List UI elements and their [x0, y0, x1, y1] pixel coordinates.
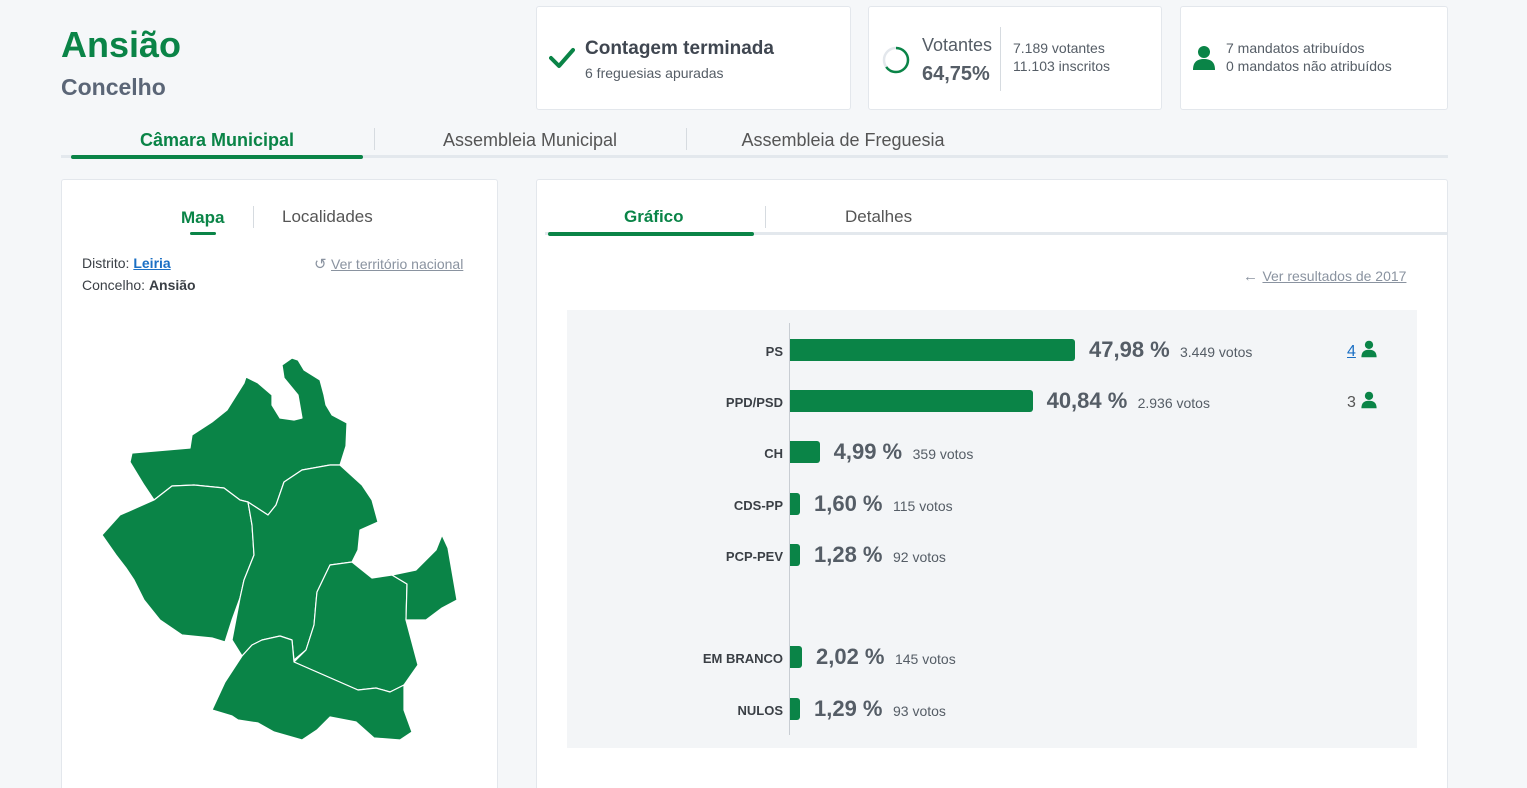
result-votes: 359 votos [912, 446, 974, 462]
national-territory-label: Ver território nacional [331, 256, 464, 272]
party-label: EM BRANCO [702, 651, 783, 666]
result-votes: 3.449 votos [1180, 344, 1253, 360]
active-tab-indicator [71, 155, 363, 159]
previous-results-link[interactable]: ← Ver resultados de 2017 [1243, 268, 1406, 286]
result-percent: 2,02 % [815, 644, 885, 669]
result-bar[interactable] [790, 646, 802, 668]
voters-card: Votantes 64,75% 7.189 votantes 11.103 in… [868, 6, 1162, 110]
voters-count: 7.189 votantes [1013, 40, 1105, 56]
party-label: CDS-PP [733, 498, 783, 513]
party-seats: 3 [1347, 391, 1377, 412]
map-panel: Mapa Localidades Distrito: Leiria Concel… [61, 179, 498, 788]
chart-tab-grafico[interactable]: Gráfico [624, 207, 684, 226]
chart-tab-detalhes[interactable]: Detalhes [845, 207, 913, 226]
map-tab-mapa[interactable]: Mapa [181, 208, 225, 227]
result-votes: 115 votos [893, 498, 953, 514]
result-percent: 4,99 % [833, 439, 903, 464]
party-label: PCP-PEV [725, 549, 783, 564]
result-bar[interactable] [790, 698, 800, 720]
registered-count: 11.103 inscritos [1013, 58, 1111, 74]
result-bar[interactable] [790, 390, 1033, 412]
party-label: PS [765, 344, 783, 359]
district-label: Distrito: [82, 255, 130, 271]
chart-tab-indicator [548, 232, 754, 236]
count-status-detail: 6 freguesias apuradas [585, 65, 724, 81]
count-status-card: Contagem terminada 6 freguesias apuradas [536, 6, 851, 110]
district-row: Distrito: Leiria [82, 255, 171, 271]
party-seats[interactable]: 4 [1347, 340, 1377, 361]
result-votes: 93 votos [893, 703, 946, 719]
tab-camara-municipal[interactable]: Câmara Municipal [139, 130, 295, 150]
seats-card: 7 mandatos atribuídos 0 mandatos não atr… [1180, 6, 1448, 110]
map-parish-south[interactable] [211, 635, 413, 741]
chart-panel: Gráfico Detalhes ← Ver resultados de 201… [536, 179, 1448, 788]
tab-assembleia-municipal[interactable]: Assembleia Municipal [442, 130, 618, 150]
party-label: NULOS [737, 703, 784, 718]
undo-icon: ↺ [314, 256, 327, 273]
turnout-progress-icon [882, 46, 910, 74]
result-votes: 2.936 votos [1137, 395, 1210, 411]
person-icon [1193, 46, 1215, 70]
national-territory-link[interactable]: ↺ Ver território nacional [314, 255, 463, 274]
seats-unassigned: 0 mandatos não atribuídos [1226, 58, 1392, 74]
result-percent: 1,60 % [814, 491, 883, 516]
municipality-map[interactable] [62, 180, 499, 788]
voters-percent: 64,75% [922, 63, 990, 85]
seats-assigned: 7 mandatos atribuídos [1226, 40, 1365, 56]
count-status-title: Contagem terminada [585, 38, 774, 59]
election-tabs: Câmara Municipal Assembleia Municipal As… [61, 122, 1448, 159]
map-parish-east[interactable] [391, 534, 458, 621]
seats-count: 3 [1347, 394, 1356, 411]
result-votes: 92 votos [893, 549, 946, 565]
page-subtitle: Concelho [61, 74, 166, 100]
page-title: Ansião [61, 24, 182, 65]
result-bar[interactable] [790, 441, 820, 463]
result-bar[interactable] [790, 493, 800, 515]
person-icon [1361, 340, 1377, 358]
result-bar[interactable] [790, 339, 1075, 361]
results-chart: PS 47,98 % 3.449 votos 4 PPD/PSD 40,84 % 2.936… [567, 310, 1417, 748]
result-percent: 47,98 % [1089, 337, 1170, 362]
map-parish-west[interactable] [101, 484, 255, 643]
result-percent: 1,28 % [814, 542, 883, 567]
chart-axis-line [789, 323, 790, 735]
check-icon [549, 48, 575, 68]
result-percent: 1,29 % [814, 696, 883, 721]
map-tab-localidades[interactable]: Localidades [282, 207, 373, 226]
result-bar[interactable] [790, 544, 800, 566]
seats-count[interactable]: 4 [1347, 343, 1356, 360]
municipality-row: Concelho: Ansião [82, 277, 196, 293]
municipality-label: Concelho: [82, 277, 146, 293]
previous-results-label: Ver resultados de 2017 [1262, 268, 1407, 284]
tab-assembleia-freguesia[interactable]: Assembleia de Freguesia [741, 130, 945, 150]
result-percent: 40,84 % [1046, 388, 1128, 413]
municipality-value: Ansião [148, 277, 196, 293]
result-votes: 145 votos [894, 651, 956, 667]
person-icon [1361, 391, 1377, 409]
voters-label: Votantes [922, 35, 993, 55]
arrow-left-icon: ← [1243, 268, 1258, 285]
district-link[interactable]: Leiria [133, 255, 171, 271]
party-label: CH [764, 446, 783, 461]
party-label: PPD/PSD [725, 395, 783, 410]
